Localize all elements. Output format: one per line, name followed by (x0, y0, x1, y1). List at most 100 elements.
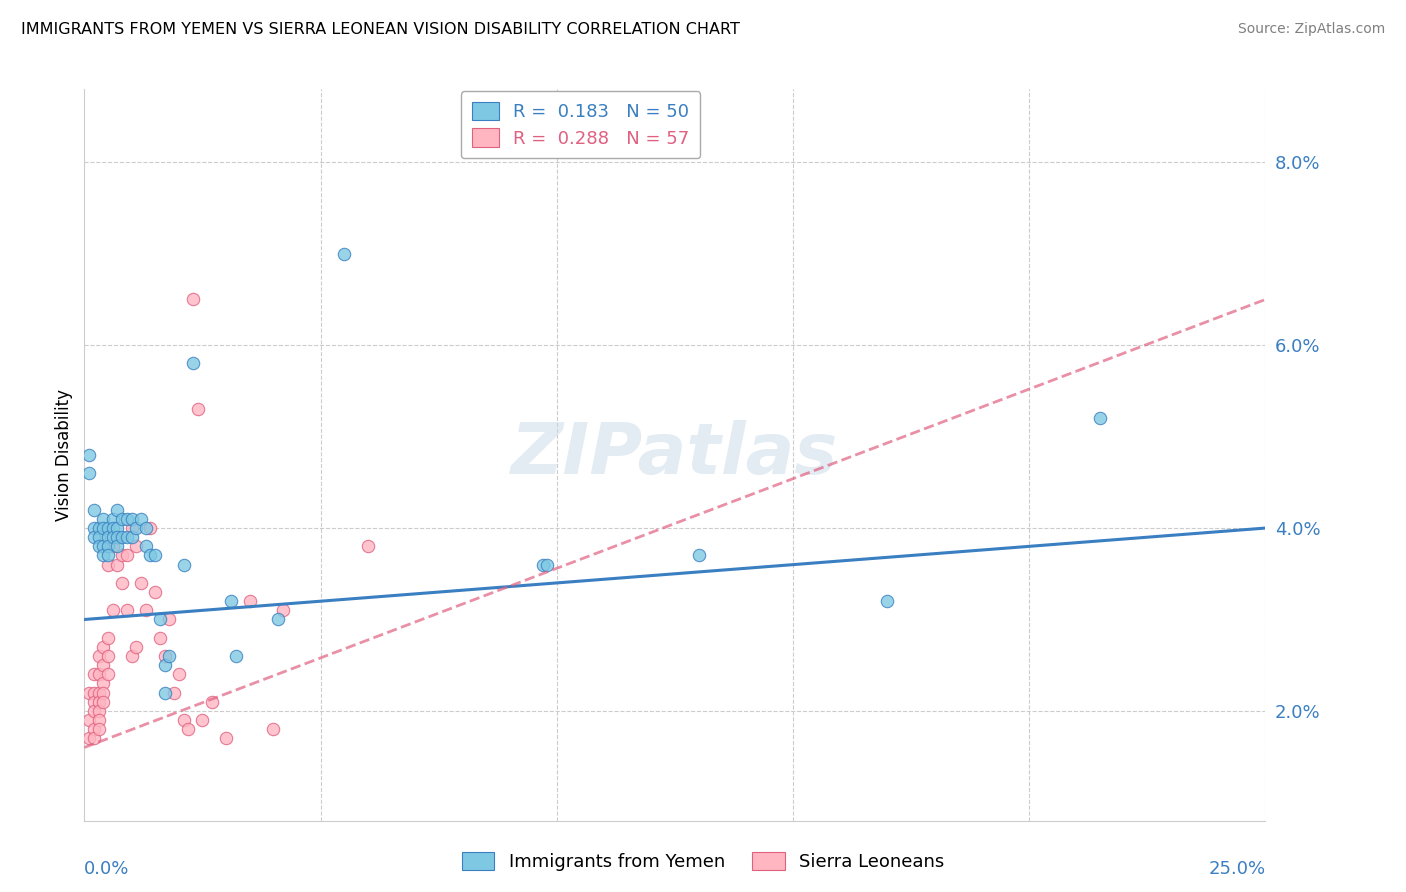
Point (121, 649, 143, 664)
Point (262, 723, 284, 737)
Point (83, 530, 105, 544)
Point (77, 448, 100, 462)
Point (876, 594, 898, 608)
Legend: R =  0.183   N = 50, R =  0.288   N = 57: R = 0.183 N = 50, R = 0.288 N = 57 (461, 91, 700, 159)
Point (101, 530, 124, 544)
Point (115, 549, 138, 563)
Point (101, 512, 124, 526)
Point (139, 521, 162, 535)
Point (163, 686, 186, 700)
Point (157, 649, 180, 664)
Point (87, 723, 110, 737)
Point (97, 521, 120, 535)
Point (153, 686, 176, 700)
Point (157, 613, 180, 627)
Point (83, 731, 105, 746)
Point (1088, 411, 1111, 425)
Point (107, 558, 129, 572)
Point (87, 695, 110, 709)
Point (111, 576, 134, 591)
Point (77, 731, 100, 746)
Text: IMMIGRANTS FROM YEMEN VS SIERRA LEONEAN VISION DISABILITY CORRELATION CHART: IMMIGRANTS FROM YEMEN VS SIERRA LEONEAN … (21, 22, 740, 37)
Point (77, 686, 100, 700)
Point (87, 539, 110, 553)
Point (191, 713, 214, 727)
Point (129, 576, 152, 591)
Point (121, 521, 143, 535)
Point (97, 631, 120, 645)
Point (97, 549, 120, 563)
Point (97, 667, 120, 681)
Point (83, 521, 105, 535)
Point (107, 530, 129, 544)
Point (173, 713, 195, 727)
Point (125, 640, 148, 654)
Point (97, 558, 120, 572)
Point (121, 512, 143, 526)
Point (121, 530, 143, 544)
Point (87, 713, 110, 727)
Point (77, 466, 100, 480)
Point (167, 667, 190, 681)
Point (115, 512, 138, 526)
Point (536, 558, 558, 572)
Point (101, 521, 124, 535)
Point (139, 549, 162, 563)
Point (87, 667, 110, 681)
Point (111, 512, 134, 526)
Point (97, 539, 120, 553)
Point (91, 549, 114, 563)
Point (83, 695, 105, 709)
Point (107, 521, 129, 535)
Point (181, 293, 204, 307)
Point (357, 539, 380, 553)
Point (91, 640, 114, 654)
Point (91, 521, 114, 535)
Point (107, 530, 129, 544)
Point (153, 649, 176, 664)
Point (87, 530, 110, 544)
Point (87, 704, 110, 718)
Text: 0.0%: 0.0% (84, 860, 129, 878)
Point (135, 603, 157, 617)
Point (91, 686, 114, 700)
Point (91, 658, 114, 673)
Point (173, 558, 195, 572)
Point (125, 521, 148, 535)
Point (97, 530, 120, 544)
Point (107, 502, 129, 516)
Point (83, 704, 105, 718)
Point (97, 649, 120, 664)
Point (177, 723, 200, 737)
Point (111, 530, 134, 544)
Point (143, 585, 166, 599)
Point (91, 512, 114, 526)
Text: 25.0%: 25.0% (1208, 860, 1265, 878)
Point (111, 549, 134, 563)
Point (215, 731, 238, 746)
Point (531, 558, 554, 572)
Point (149, 613, 172, 627)
Point (77, 713, 100, 727)
Point (83, 723, 105, 737)
Point (135, 521, 157, 535)
Point (83, 502, 105, 516)
Point (153, 658, 176, 673)
Point (91, 695, 114, 709)
Point (107, 539, 129, 553)
Point (271, 603, 294, 617)
Point (115, 603, 138, 617)
Point (87, 649, 110, 664)
Legend: Immigrants from Yemen, Sierra Leoneans: Immigrants from Yemen, Sierra Leoneans (454, 845, 952, 879)
Point (688, 549, 710, 563)
Point (91, 676, 114, 690)
Text: Source: ZipAtlas.com: Source: ZipAtlas.com (1237, 22, 1385, 37)
Point (143, 549, 166, 563)
Point (87, 521, 110, 535)
Point (149, 631, 172, 645)
Point (83, 667, 105, 681)
Point (267, 613, 290, 627)
Point (187, 402, 209, 417)
Point (125, 539, 148, 553)
Point (333, 246, 356, 260)
